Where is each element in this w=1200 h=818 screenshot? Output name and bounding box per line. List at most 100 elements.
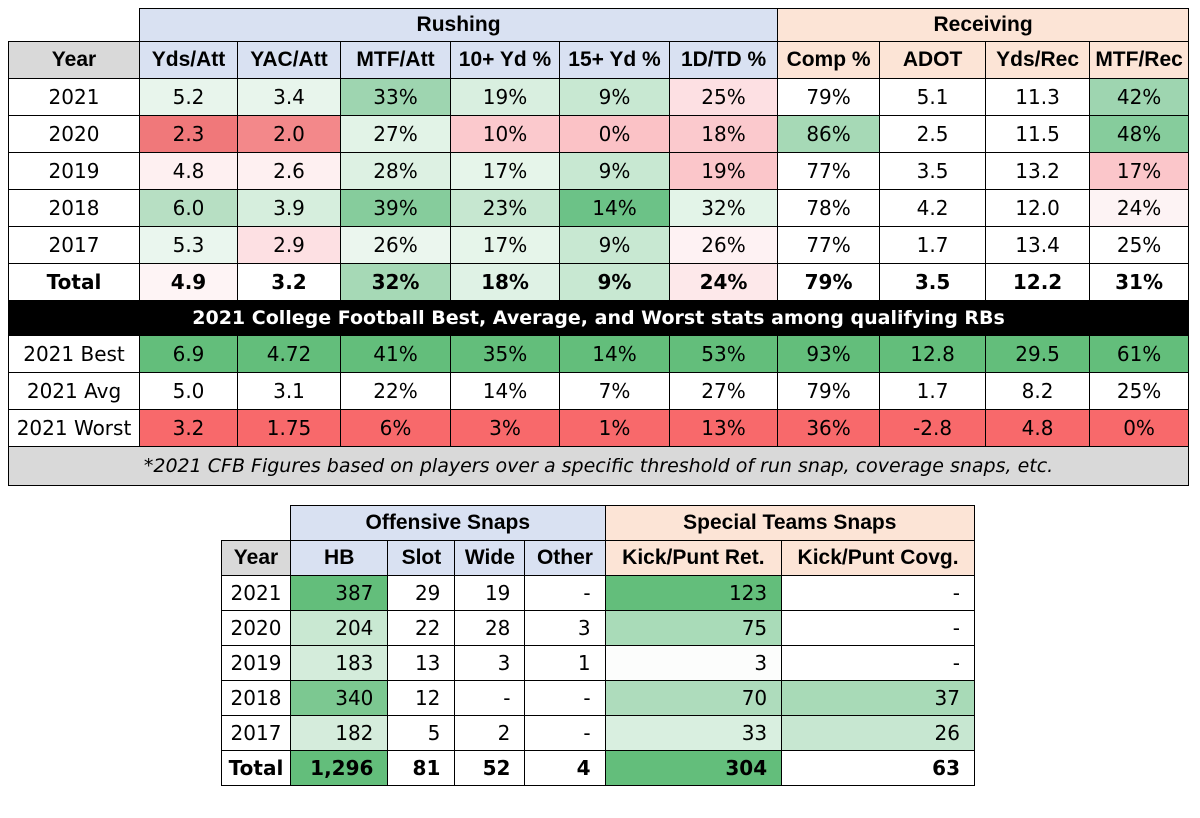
data-cell: 19% (668, 152, 779, 190)
data-cell: 52 (454, 750, 526, 786)
col-header-mtf-att: MTF/Att (340, 41, 451, 79)
data-cell: 9% (559, 263, 670, 301)
row-label-cell: 2017 (8, 226, 140, 264)
data-cell: 3.4 (237, 78, 341, 116)
data-cell: 33 (604, 715, 783, 751)
data-cell: 63 (781, 750, 975, 786)
col-header-slot: Slot (387, 540, 456, 576)
data-cell: 12.2 (985, 263, 1091, 301)
data-cell: 32% (340, 263, 451, 301)
col-header-10-yd: 10+ Yd % (450, 41, 560, 79)
data-cell: 17% (450, 152, 560, 190)
data-cell: 18% (668, 115, 779, 153)
data-cell: 77% (777, 152, 881, 190)
note-row: *2021 CFB Figures based on players over … (7, 446, 1190, 486)
data-cell: 9% (559, 152, 670, 190)
data-cell: 5.3 (139, 226, 238, 264)
data-cell: 36% (777, 409, 881, 447)
col-header-15-yd: 15+ Yd % (559, 41, 670, 79)
group-header-row: Offensive Snaps Special Teams Snaps (221, 505, 976, 541)
data-cell: 4 (524, 750, 606, 786)
data-cell: 26% (668, 226, 779, 264)
data-cell: 6.0 (139, 189, 238, 227)
col-header-yds-att: Yds/Att (139, 41, 238, 79)
data-cell: 5 (387, 715, 456, 751)
banner-text: 2021 College Football Best, Average, and… (7, 300, 1190, 336)
data-cell: 183 (289, 645, 389, 681)
table-row: 2020 2.3 2.0 27% 10% 0% 18% 86% 2.5 11.5 48% (8, 115, 1190, 153)
table-row: Total 1,296 81 52 4 304 63 (221, 750, 975, 786)
data-cell: 8.2 (985, 372, 1091, 410)
data-cell: 81 (387, 750, 456, 786)
data-cell: 26% (340, 226, 451, 264)
data-cell: 79% (777, 263, 881, 301)
data-cell: 2 (454, 715, 526, 751)
data-cell: 28 (454, 610, 526, 646)
data-cell: 12.8 (879, 335, 987, 373)
data-cell: 2.5 (879, 115, 987, 153)
data-cell: 48% (1089, 115, 1190, 153)
col-header-kick-punt-ret: Kick/Punt Ret. (604, 540, 783, 576)
data-cell: 23% (450, 189, 560, 227)
data-cell: 182 (289, 715, 389, 751)
table-row: 2021 387 29 19-123- (221, 575, 975, 611)
data-cell: 6% (340, 409, 451, 447)
data-cell: 14% (559, 335, 670, 373)
data-cell: 29.5 (985, 335, 1091, 373)
data-cell: - (524, 575, 606, 611)
row-label-cell: 2017 (221, 715, 291, 751)
data-cell: 79% (777, 372, 881, 410)
col-header-other: Other (524, 540, 606, 576)
data-cell: 9% (559, 226, 670, 264)
data-cell: 24% (668, 263, 779, 301)
data-cell: 2.3 (139, 115, 238, 153)
reference-rows: 2021 Best 6.9 4.72 41% 35% 14% 53% 93% 12.8 29.5 6… (8, 335, 1190, 447)
row-label-cell: 2018 (8, 189, 140, 227)
data-cell: 32% (668, 189, 779, 227)
corner-cell (221, 505, 291, 541)
data-cell: 4.8 (139, 152, 238, 190)
season-rows: 2021 5.2 3.4 33% 19% 9% 25% 79% 5.1 11.3 42% 2020 2.… (8, 78, 1190, 301)
data-cell: - (781, 575, 975, 611)
data-cell: 3 (454, 645, 526, 681)
row-label-cell: 2021 Best (8, 335, 140, 373)
col-header-year: Year (221, 540, 291, 576)
table-row: 2017 182 5 2-33 26 (221, 715, 975, 751)
row-label-cell: Total (8, 263, 140, 301)
row-label-cell: Total (221, 750, 291, 786)
data-cell: 79% (777, 78, 881, 116)
data-cell: 27% (668, 372, 779, 410)
data-cell: 25% (668, 78, 779, 116)
row-label-cell: 2021 Avg (8, 372, 140, 410)
data-cell: 70 (604, 680, 783, 716)
data-cell: 18% (450, 263, 560, 301)
data-cell: 9% (559, 78, 670, 116)
data-cell: 5.2 (139, 78, 238, 116)
column-header-row: Year Yds/Att YAC/Att MTF/Att 10+ Yd % 15… (8, 41, 1190, 79)
column-header-row: Year HB Slot Wide Other Kick/Punt Ret. K… (221, 540, 975, 576)
col-header-comp: Comp % (777, 41, 881, 79)
data-cell: 39% (340, 189, 451, 227)
data-cell: 86% (777, 115, 881, 153)
receiving-group-header: Receiving (777, 8, 1190, 42)
data-cell: 3.5 (879, 263, 987, 301)
table-row: 2017 5.3 2.9 26% 17% 9% 26% 77% 1.7 13.4 25% (8, 226, 1190, 264)
data-cell: 4.9 (139, 263, 238, 301)
rb-stats-table: Rushing Receiving Year Yds/Att YAC/Att M… (7, 8, 1190, 486)
corner-cell (8, 8, 140, 42)
col-header-mtf-rec: MTF/Rec (1089, 41, 1190, 79)
data-cell: 1% (559, 409, 670, 447)
data-cell: 17% (1089, 152, 1190, 190)
col-header-kick-punt-covg: Kick/Punt Covg. (781, 540, 975, 576)
data-cell: 35% (450, 335, 560, 373)
data-cell: 53% (668, 335, 779, 373)
data-cell: 5.0 (139, 372, 238, 410)
data-cell: 17% (450, 226, 560, 264)
row-label-cell: 2019 (221, 645, 291, 681)
data-cell: 1.7 (879, 226, 987, 264)
col-header-year: Year (8, 41, 140, 79)
data-cell: 61% (1089, 335, 1190, 373)
reference-row: 2021 Avg 5.0 3.1 22% 14% 7% 27% 79% 1.7 8.2 25% (8, 372, 1190, 410)
data-cell: - (454, 680, 526, 716)
data-cell: 2.0 (237, 115, 341, 153)
